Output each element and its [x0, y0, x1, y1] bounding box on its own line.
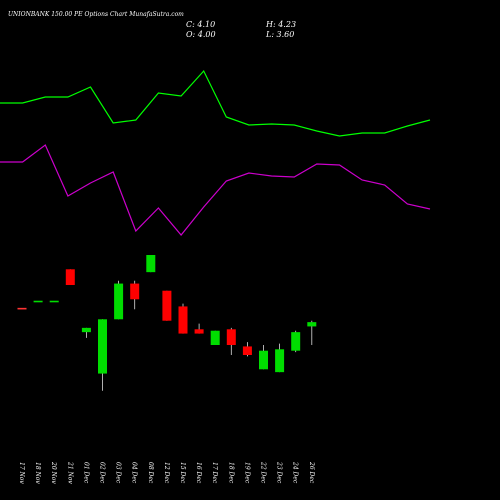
candle	[291, 330, 301, 353]
x-axis-ticks: 17 Nov 18 Nov 20 Nov 21 Nov 01 Dec 02 Dec 03 D…	[18, 461, 315, 484]
x-tick-label: 18 Nov	[34, 462, 41, 484]
candle	[194, 323, 204, 334]
candle-body	[162, 290, 172, 321]
candle-body	[146, 255, 156, 273]
candle	[259, 345, 268, 370]
candle-body	[130, 283, 140, 300]
x-tick-label: 16 Dec	[195, 462, 202, 484]
x-tick-label: 08 Dec	[147, 462, 154, 484]
candle-body	[49, 300, 59, 303]
x-tick-label: 03 Dec	[115, 462, 122, 484]
x-tick-label: 12 Dec	[163, 462, 170, 484]
candle	[33, 300, 43, 303]
series-line-magenta	[0, 144, 431, 236]
indicator-lines	[0, 69, 431, 236]
candle	[242, 342, 252, 357]
candle-body	[307, 322, 317, 327]
x-tick-label: 24 Dec	[292, 461, 299, 484]
candle-body	[65, 269, 75, 285]
candle-body	[210, 330, 220, 345]
x-tick-label: 18 Dec	[227, 462, 234, 484]
x-tick-label: 15 Dec	[179, 462, 186, 484]
candle	[114, 280, 124, 320]
candle	[146, 255, 156, 273]
candle-body	[33, 300, 43, 303]
x-tick-label: 01 Dec	[82, 462, 89, 484]
x-tick-label: 21 Nov	[66, 461, 73, 484]
candle	[275, 343, 285, 373]
x-tick-label: 17 Dec	[211, 462, 218, 484]
x-tick-label: 17 Nov	[18, 462, 25, 484]
candles-group	[17, 255, 317, 391]
x-tick-label: 26 Dec	[308, 461, 315, 484]
candle-body	[242, 346, 252, 355]
x-tick-label: 19 Dec	[243, 462, 250, 484]
candle-body	[81, 327, 91, 333]
high-value: H: 4.23	[265, 20, 296, 29]
open-value: O: 4.00	[186, 30, 216, 39]
candle	[65, 269, 75, 285]
candle-body	[98, 319, 107, 374]
x-tick-label: 04 Dec	[131, 462, 138, 484]
series-line-green	[0, 69, 431, 137]
x-tick-label: 22 Dec	[260, 461, 267, 484]
candle	[226, 327, 236, 355]
candle-body	[226, 329, 236, 345]
candle	[98, 319, 107, 391]
x-tick-label: 20 Nov	[50, 461, 57, 484]
candle-body	[17, 307, 27, 310]
candle	[49, 300, 59, 303]
candle-body	[259, 350, 268, 370]
candle	[210, 330, 220, 345]
candle-body	[114, 283, 124, 320]
candle	[81, 327, 91, 338]
candle	[162, 290, 172, 321]
candle-body	[291, 332, 301, 351]
low-value: L: 3.60	[265, 30, 294, 39]
candle-body	[178, 306, 188, 334]
candle	[130, 280, 140, 310]
candle	[17, 307, 27, 310]
close-value: C: 4.10	[186, 20, 215, 29]
chart-title: UNIONBANK 150.00 PE Options Chart Munafa…	[8, 11, 184, 18]
x-tick-label: 02 Dec	[99, 462, 106, 484]
x-tick-label: 23 Dec	[276, 461, 283, 484]
candle	[178, 303, 188, 334]
candle-body	[275, 349, 285, 373]
candle	[307, 320, 317, 345]
candle-body	[194, 329, 204, 334]
